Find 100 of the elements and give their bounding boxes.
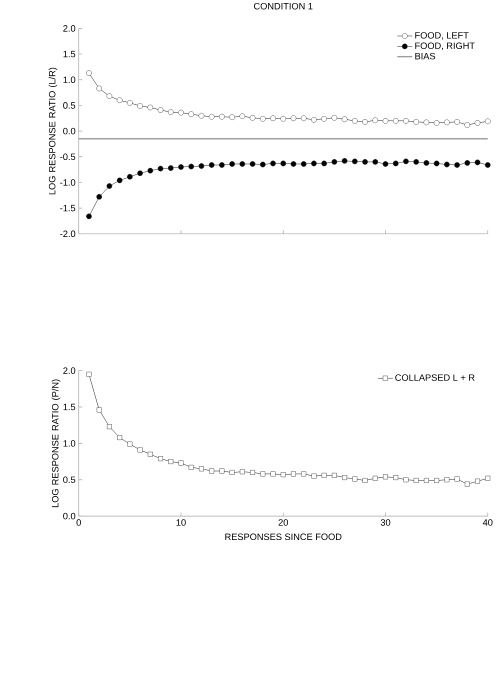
point [342, 116, 348, 122]
point [414, 478, 419, 483]
point [148, 168, 154, 174]
y-tick-label: 1.5 [64, 404, 76, 410]
point [219, 114, 225, 120]
point [383, 474, 388, 480]
point [290, 161, 296, 167]
point [342, 475, 348, 480]
x-tick-label: 20 [278, 519, 288, 526]
point [127, 174, 133, 180]
point [444, 162, 450, 168]
point [240, 161, 246, 167]
point [464, 160, 470, 166]
point [321, 160, 328, 166]
point [250, 470, 256, 475]
point [332, 472, 337, 478]
point [116, 178, 123, 184]
point [96, 194, 102, 200]
point [168, 109, 174, 115]
point [362, 478, 368, 483]
point [229, 114, 236, 120]
y-tick-label: 0.5 [63, 102, 76, 109]
point [382, 161, 388, 167]
point [301, 471, 306, 476]
point [270, 471, 276, 476]
y-tick-label: 2.0 [63, 367, 76, 374]
point [137, 103, 144, 109]
point [474, 120, 480, 126]
point [106, 424, 112, 430]
point [454, 162, 460, 168]
y-tick-label: 1.0 [64, 440, 76, 447]
point [260, 116, 266, 122]
point [178, 164, 184, 170]
point [444, 120, 450, 126]
point [362, 159, 368, 165]
point [434, 478, 440, 483]
point [117, 435, 122, 440]
point [362, 119, 368, 125]
point [168, 165, 174, 171]
point [148, 104, 154, 110]
point [188, 164, 194, 170]
x-tick-label: 40 [482, 519, 493, 526]
y-axis-title: LOG RESPONSE RATIO (L/R) [48, 68, 58, 194]
point [464, 482, 470, 487]
point [322, 472, 327, 478]
point [209, 468, 214, 474]
point [290, 115, 296, 122]
point [116, 97, 123, 104]
y-tick-label: -0.5 [60, 154, 76, 160]
point [300, 161, 307, 167]
point [454, 119, 460, 125]
point [168, 459, 174, 464]
point [464, 122, 470, 128]
point [484, 162, 491, 168]
legend-label: COLLAPSED L + R [395, 374, 475, 381]
point [158, 107, 164, 113]
point [413, 119, 420, 125]
point [158, 456, 164, 462]
point [352, 158, 358, 164]
point [127, 100, 133, 106]
point [178, 460, 184, 466]
legend-label: FOOD, RIGHT [415, 42, 475, 50]
point [260, 471, 266, 476]
point [403, 118, 409, 124]
point [96, 86, 102, 92]
point [106, 183, 112, 189]
x-axis-title: RESPONSES SINCE FOOD [225, 534, 342, 540]
point [188, 464, 194, 470]
y-tick-label: 0.0 [63, 128, 76, 134]
point [424, 478, 430, 483]
point [250, 161, 256, 167]
point [260, 162, 266, 168]
point [280, 116, 286, 122]
y-tick-label: 0.0 [63, 512, 76, 520]
chart-title: CONDITION 1 [254, 2, 313, 10]
point [106, 93, 112, 100]
point [270, 115, 276, 122]
point [240, 469, 245, 474]
point [219, 162, 225, 168]
point [474, 160, 480, 166]
point [454, 476, 460, 482]
point [219, 468, 224, 474]
y-tick-label: 0.5 [63, 476, 76, 484]
point [342, 158, 348, 164]
point [291, 471, 296, 476]
point [86, 213, 92, 220]
point [424, 160, 430, 166]
point [352, 476, 358, 482]
y-tick-label: 1.0 [64, 76, 76, 84]
point [393, 475, 398, 480]
point [321, 116, 328, 122]
point [86, 70, 92, 76]
point [158, 166, 164, 172]
legend-label: BIAS [415, 52, 436, 60]
y-tick-label: -1.5 [60, 204, 76, 212]
point [372, 476, 378, 481]
point [188, 111, 194, 118]
point [208, 162, 215, 168]
point [137, 170, 144, 176]
point [199, 466, 204, 472]
